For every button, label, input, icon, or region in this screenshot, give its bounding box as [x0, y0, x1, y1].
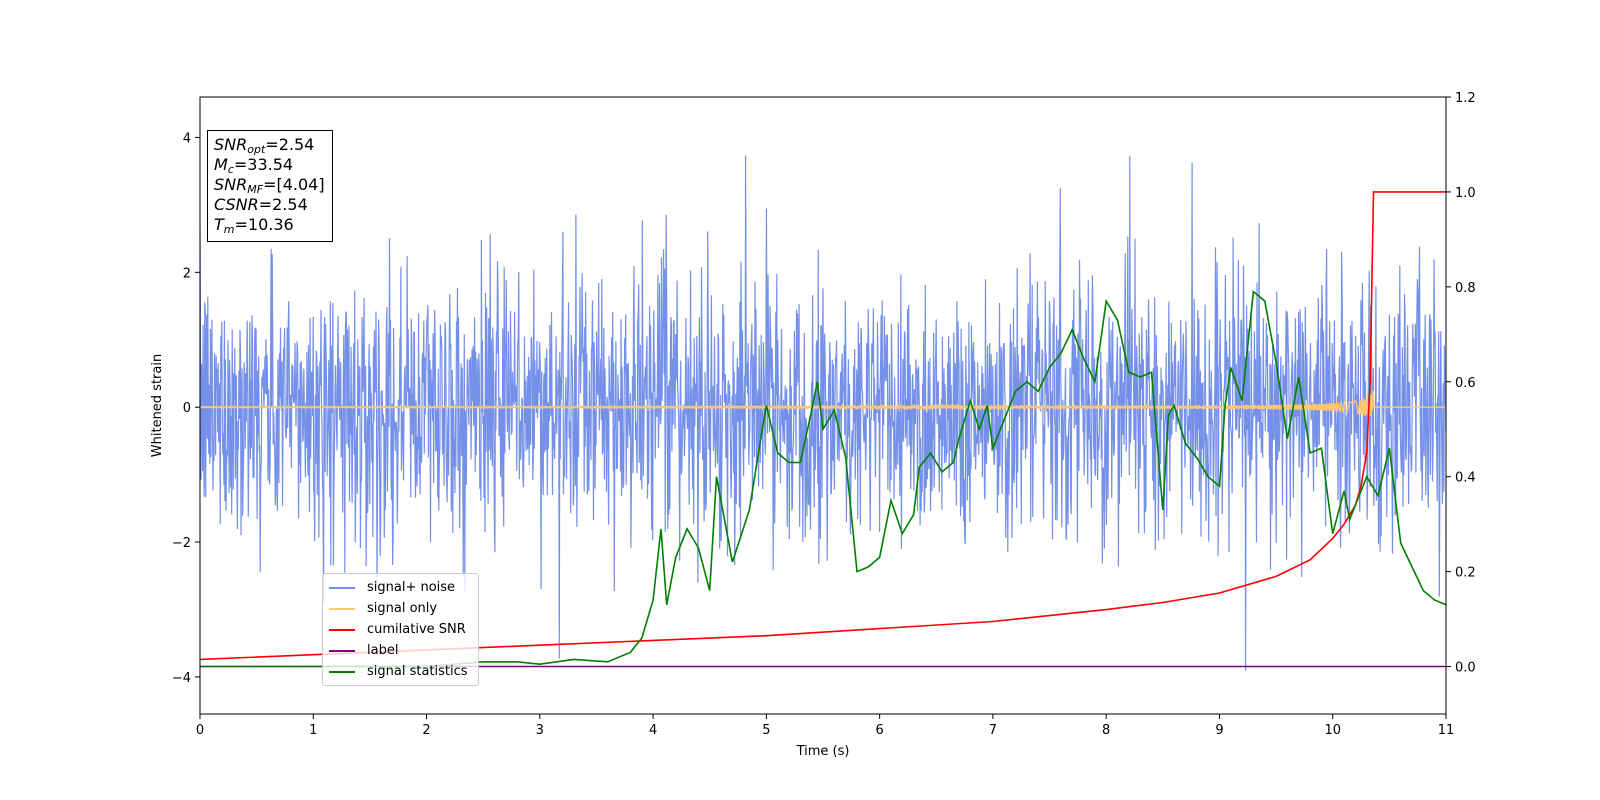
right-y-tick-label: 0.0 — [1455, 661, 1476, 676]
x-tick-label: 8 — [1102, 723, 1110, 738]
metrics-box: SNRopt=2.54 Mc=33.54 SNRMF=[4.04] CSNR=2… — [207, 130, 333, 242]
x-tick-label: 0 — [196, 723, 204, 738]
right-y-axis-ticks: 1.2 1.0 0.8 0.6 0.4 0.2 0.0 — [1446, 91, 1476, 676]
x-tick-label: 2 — [422, 723, 430, 738]
x-tick-label: 11 — [1438, 723, 1455, 738]
right-y-tick-label: 1.2 — [1455, 91, 1476, 106]
right-y-tick-label: 1.0 — [1455, 186, 1476, 201]
x-tick-label: 4 — [649, 723, 657, 738]
legend: signal+ noise signal only cumilative SNR… — [322, 573, 479, 686]
right-y-tick-label: 0.8 — [1455, 281, 1476, 296]
x-axis-label: Time (s) — [796, 744, 850, 759]
snr-opt-row: SNRopt=2.54 — [214, 135, 315, 156]
signal-only-line — [199, 390, 1446, 417]
cumulative-snr-series — [199, 191, 1446, 661]
left-y-tick-label: 2 — [183, 266, 191, 281]
legend-item-cumulative-snr: cumilative SNR — [329, 619, 472, 640]
legend-item-signal-noise: signal+ noise — [329, 577, 472, 598]
left-y-axis-ticks: 4 2 0 −2 −4 — [172, 131, 200, 686]
signal-statistics-series — [200, 290, 1447, 668]
x-tick-label: 9 — [1215, 723, 1223, 738]
tm-row: Tm=10.36 — [214, 215, 294, 236]
y-axis-label: Whitened strain — [150, 354, 165, 457]
snr-mf-row: SNRMF=[4.04] — [214, 175, 325, 196]
x-tick-label: 1 — [309, 723, 317, 738]
legend-swatch — [329, 649, 355, 652]
x-tick-label: 10 — [1324, 723, 1341, 738]
left-y-tick-label: 0 — [183, 401, 191, 416]
x-tick-label: 7 — [989, 723, 997, 738]
x-tick-label: 6 — [875, 723, 883, 738]
signal-only-series — [199, 390, 1446, 417]
legend-swatch — [329, 607, 355, 610]
x-tick-label: 5 — [762, 723, 770, 738]
right-y-tick-label: 0.2 — [1455, 566, 1476, 581]
right-y-tick-label: 0.4 — [1455, 471, 1476, 486]
plot-frame — [199, 96, 1447, 715]
mc-row: Mc=33.54 — [214, 155, 294, 176]
signal-noise-series — [199, 155, 1447, 671]
legend-swatch — [329, 670, 355, 673]
signal-noise-line — [199, 155, 1447, 671]
signal-statistics-line — [200, 290, 1447, 668]
right-y-tick-label: 0.6 — [1455, 376, 1476, 391]
legend-item-signal-statistics: signal statistics — [329, 661, 472, 682]
x-axis-ticks: 0 1 2 3 4 5 6 7 8 9 10 11 — [196, 714, 1454, 738]
legend-swatch — [329, 586, 355, 589]
left-y-tick-label: −4 — [172, 671, 191, 686]
x-tick-label: 3 — [536, 723, 544, 738]
legend-item-signal-only: signal only — [329, 598, 472, 619]
left-y-tick-label: 4 — [183, 131, 191, 146]
legend-item-label: label — [329, 640, 472, 661]
legend-swatch — [329, 628, 355, 631]
left-y-tick-label: −2 — [172, 536, 191, 551]
cumulative-snr-line — [199, 191, 1446, 661]
csnr-row: CSNR=2.54 — [214, 195, 308, 214]
